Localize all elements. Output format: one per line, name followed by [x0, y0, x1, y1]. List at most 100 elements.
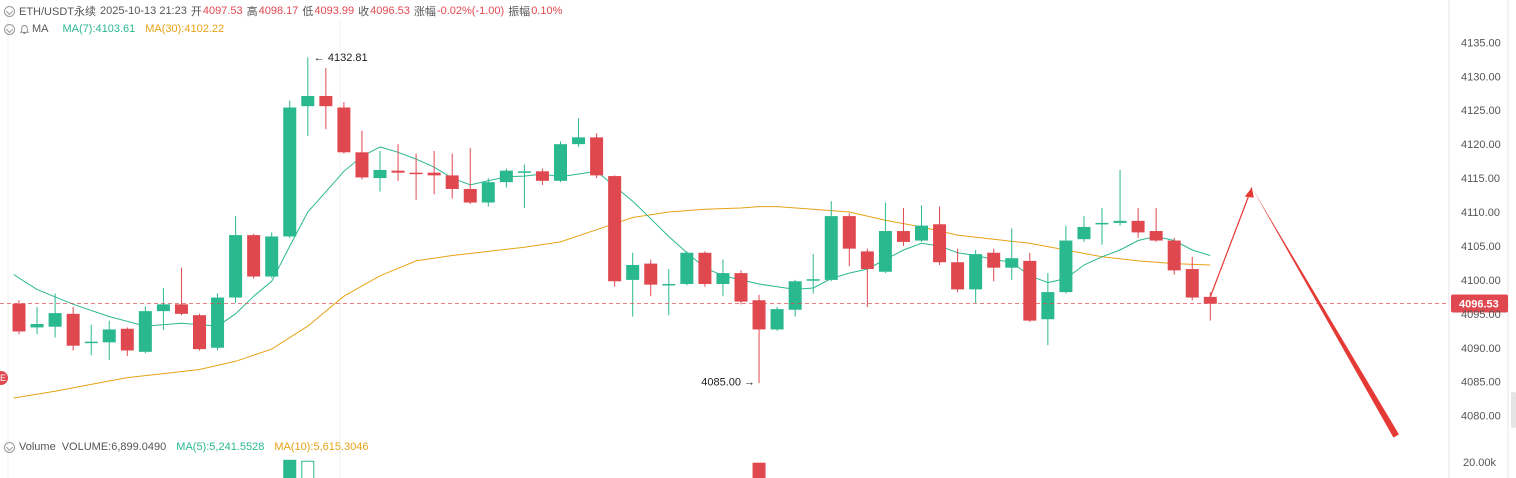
candle — [1005, 228, 1019, 280]
candle-body — [30, 324, 44, 328]
candle-body — [680, 252, 694, 284]
candle-body — [933, 224, 947, 263]
candle-body — [987, 252, 1001, 268]
collapse-icon[interactable] — [4, 5, 15, 17]
amplitude-label: 振幅 — [508, 6, 531, 18]
candle-body — [445, 175, 459, 189]
candle — [590, 133, 604, 179]
candle — [211, 293, 225, 351]
ma-label[interactable]: MA — [32, 23, 49, 35]
candle — [824, 201, 838, 282]
candle-body — [1005, 258, 1019, 268]
candle — [445, 153, 459, 199]
volume-bar — [301, 460, 315, 478]
candle-body — [896, 231, 910, 242]
candle-body — [481, 182, 495, 203]
candle-body — [1077, 226, 1091, 240]
candle-body — [860, 251, 874, 270]
candle — [896, 207, 910, 246]
candle — [66, 307, 80, 351]
volume-bar — [283, 459, 297, 478]
candle-body — [84, 341, 98, 344]
candle-body — [1203, 296, 1217, 304]
candle — [734, 270, 748, 305]
candle — [572, 118, 586, 147]
candle — [427, 150, 441, 195]
candle-body — [806, 279, 820, 281]
ohlc-header: ETH/USDT永续 2025-10-13 21:23 开 4097.53 高 … — [4, 3, 566, 19]
candle-body — [608, 176, 622, 282]
y-tick-label: 4095.00 — [1461, 309, 1501, 321]
candle-body — [229, 235, 243, 298]
candle — [156, 288, 170, 331]
candle-body — [174, 304, 188, 314]
current-price-label: 4096.53 — [1459, 298, 1499, 310]
open-label: 开 — [190, 6, 202, 18]
volume-ma10-value: MA(10):5,615.3046 — [274, 441, 369, 453]
y-tick-label: 4115.00 — [1461, 173, 1500, 185]
ma-legend: MA MA(7):4103.61 MA(30):4102.22 — [4, 21, 228, 37]
ma7-value: MA(7):4103.61 — [62, 23, 136, 35]
candle — [319, 68, 333, 130]
candle — [1041, 273, 1055, 346]
high-price-marker: ← 4132.81 — [314, 52, 368, 64]
ma30-line — [13, 206, 1211, 399]
side-marker-icon[interactable]: E — [0, 371, 8, 385]
candle — [987, 248, 1001, 282]
candle-body — [211, 297, 225, 348]
volume-ma5-value: MA(5):5,241.5528 — [176, 441, 265, 453]
y-tick-label: 4085.00 — [1461, 377, 1501, 389]
close-label: 收 — [358, 6, 370, 18]
candles-layer — [12, 57, 1217, 384]
candle-body — [463, 188, 477, 203]
candle — [969, 250, 983, 303]
candle — [752, 294, 766, 384]
candle — [662, 269, 676, 316]
candle-body — [590, 137, 604, 176]
candle — [806, 254, 820, 294]
collapse-icon[interactable] — [4, 441, 15, 453]
y-tick-label: 4125.00 — [1461, 105, 1501, 117]
volume-value: VOLUME:6,899.0490 — [61, 441, 167, 453]
candle — [1077, 216, 1091, 242]
candle-body — [499, 170, 513, 183]
candle-body — [427, 172, 441, 176]
candle — [499, 168, 513, 188]
candle-body — [48, 313, 62, 327]
candle-body — [391, 170, 405, 173]
candle-body — [951, 262, 965, 290]
symbol-label: ETH/USDT永续 — [19, 6, 96, 18]
volume-bar — [752, 462, 766, 478]
bell-icon[interactable] — [19, 24, 30, 35]
candle-body — [1041, 292, 1055, 320]
candle — [355, 130, 369, 180]
amplitude-value: 0.10% — [531, 5, 563, 17]
candle — [608, 175, 622, 287]
current-price-badge — [1451, 294, 1508, 313]
candle-body — [1113, 220, 1127, 223]
candle — [30, 307, 44, 335]
candle — [517, 164, 531, 208]
ma30-value: MA(30):4102.22 — [145, 23, 225, 35]
candle — [265, 232, 279, 278]
y-tick-label: 4090.00 — [1461, 343, 1501, 355]
collapse-icon[interactable] — [4, 23, 15, 35]
candle — [878, 202, 892, 274]
candle-body — [535, 171, 549, 181]
candle-body — [716, 273, 730, 284]
price-axis: 4135.00 4130.00 4125.00 4120.00 4115.00 4110.… — [1461, 37, 1501, 469]
candle — [174, 267, 188, 316]
volume-label[interactable]: Volume — [19, 441, 56, 453]
candle — [716, 259, 730, 297]
candle — [770, 307, 784, 331]
candle — [84, 324, 98, 356]
candle — [680, 251, 694, 286]
candle-body — [120, 328, 134, 351]
candle-body — [1149, 231, 1163, 241]
candle — [788, 279, 802, 317]
candle — [1095, 207, 1109, 245]
candle — [1167, 237, 1181, 275]
y-tick-label: 4100.00 — [1461, 275, 1501, 287]
candle — [1131, 207, 1145, 238]
